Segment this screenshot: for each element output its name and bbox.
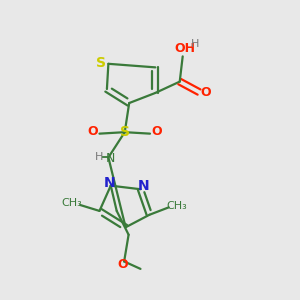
Text: N: N: [138, 179, 150, 193]
Text: H: H: [191, 39, 200, 49]
Text: CH₃: CH₃: [167, 201, 188, 211]
Text: N: N: [106, 152, 116, 165]
Text: O: O: [117, 258, 128, 271]
Text: OH: OH: [175, 42, 196, 56]
Text: O: O: [200, 85, 211, 98]
Text: O: O: [88, 125, 98, 138]
Text: H: H: [95, 152, 104, 162]
Text: S: S: [96, 56, 106, 70]
Text: O: O: [151, 125, 162, 138]
Text: N: N: [104, 176, 116, 190]
Text: S: S: [120, 125, 130, 139]
Text: CH₃: CH₃: [61, 199, 82, 208]
